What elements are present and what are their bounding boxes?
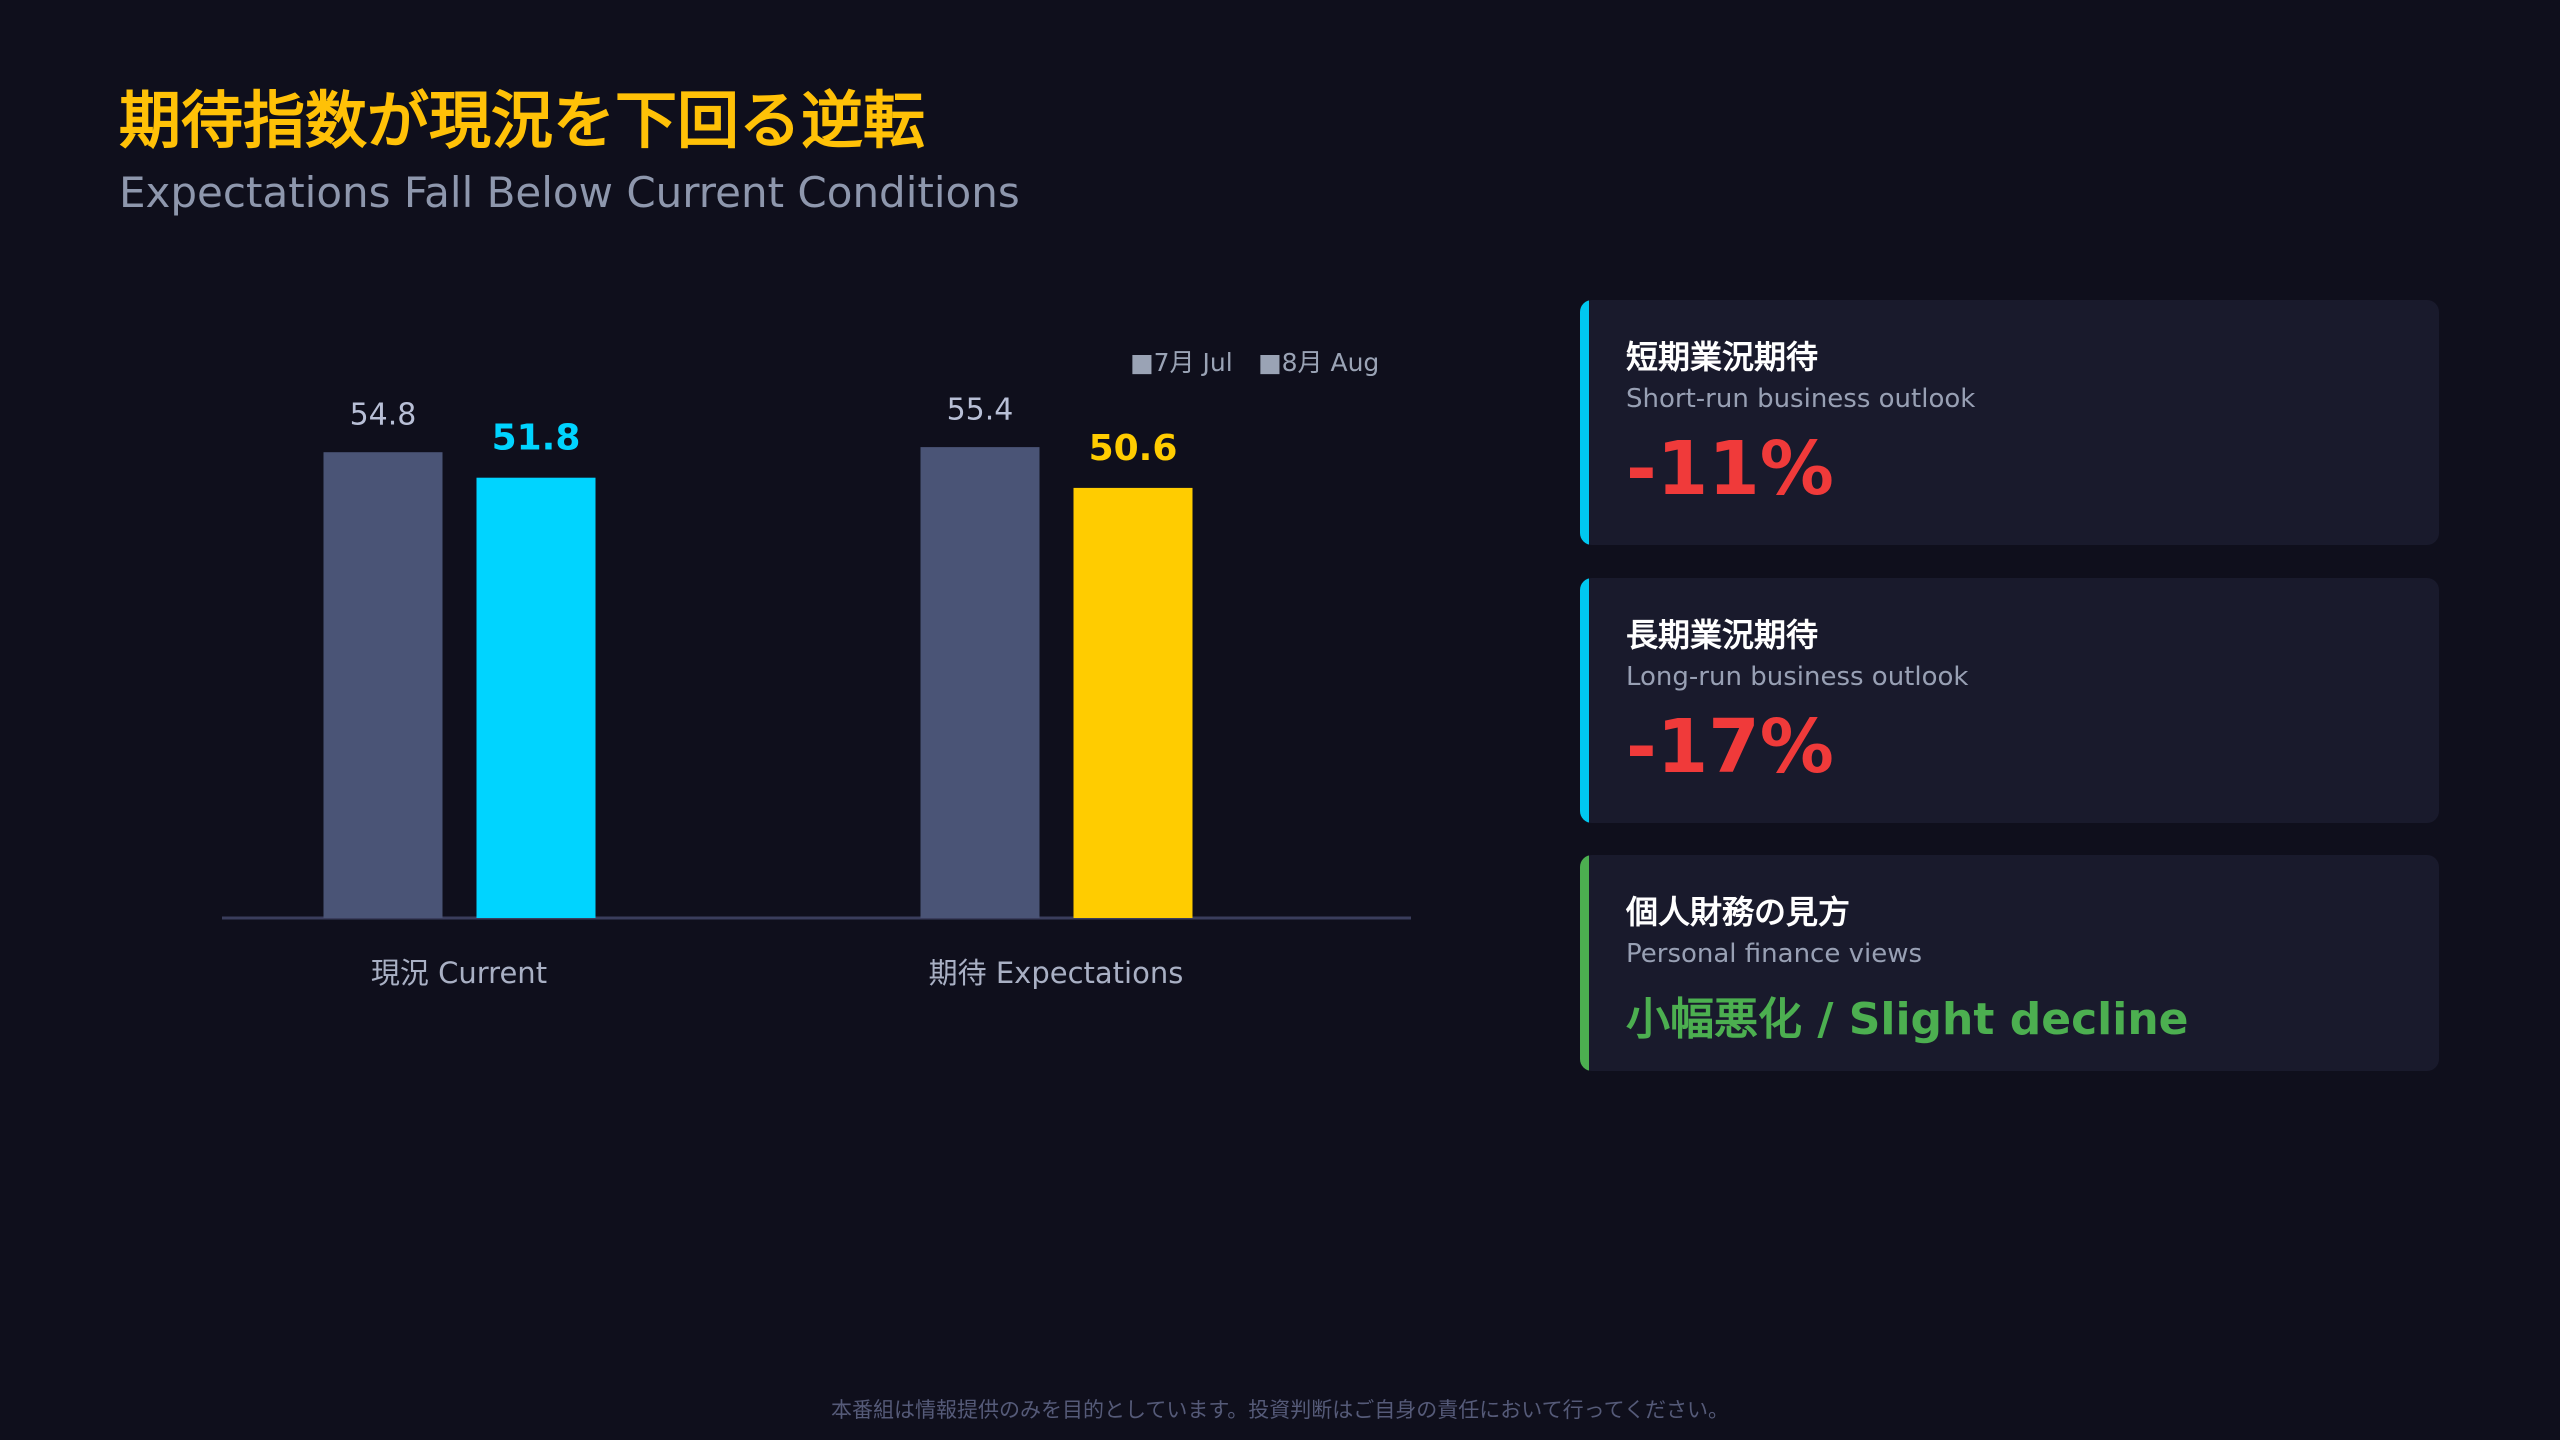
metric-card: 短期業況期待 Short-run business outlook -11% — [1580, 300, 2439, 545]
card-title: 個人財務の見方 — [1626, 893, 1851, 931]
bar — [476, 477, 596, 918]
footer: 本番組は情報提供のみを目的としています。投資判断はご自身の責任において行ってくだ… — [831, 1398, 1729, 1422]
x-tick-label: 期待 Expectations — [929, 956, 1184, 990]
card-title: 短期業況期待 — [1626, 338, 1819, 376]
legend-label: ■8月 Aug — [1258, 348, 1379, 377]
bar — [920, 447, 1040, 918]
metric-card: 長期業況期待 Long-run business outlook -17% — [1580, 578, 2439, 823]
chart: 現況 Current 期待 Expectations 54.8 55.4 51.8 50.… — [222, 348, 1411, 990]
bar — [1073, 487, 1193, 918]
value-label: 51.8 — [492, 418, 581, 459]
card-title: 長期業況期待 — [1626, 616, 1819, 654]
bar — [323, 452, 443, 918]
card-subtitle: Personal finance views — [1626, 939, 1923, 969]
card-value: -11% — [1626, 426, 1834, 512]
value-label: 50.6 — [1089, 428, 1178, 469]
card-value: 小幅悪化 / Slight decline — [1626, 994, 2189, 1045]
card-subtitle: Short-run business outlook — [1626, 384, 1976, 414]
value-label: 55.4 — [947, 393, 1014, 428]
subtitle: Expectations Fall Below Current Conditio… — [119, 168, 1020, 217]
card-value: -17% — [1626, 704, 1834, 790]
value-label: 54.8 — [350, 398, 417, 433]
legend-label: ■7月 Jul — [1130, 348, 1233, 377]
title: 期待指数が現況を下回る逆転 — [119, 84, 926, 157]
metric-card: 個人財務の見方 Personal finance views 小幅悪化 / Slig… — [1580, 855, 2439, 1071]
card-subtitle: Long-run business outlook — [1626, 662, 1969, 692]
x-tick-label: 現況 Current — [371, 956, 547, 990]
